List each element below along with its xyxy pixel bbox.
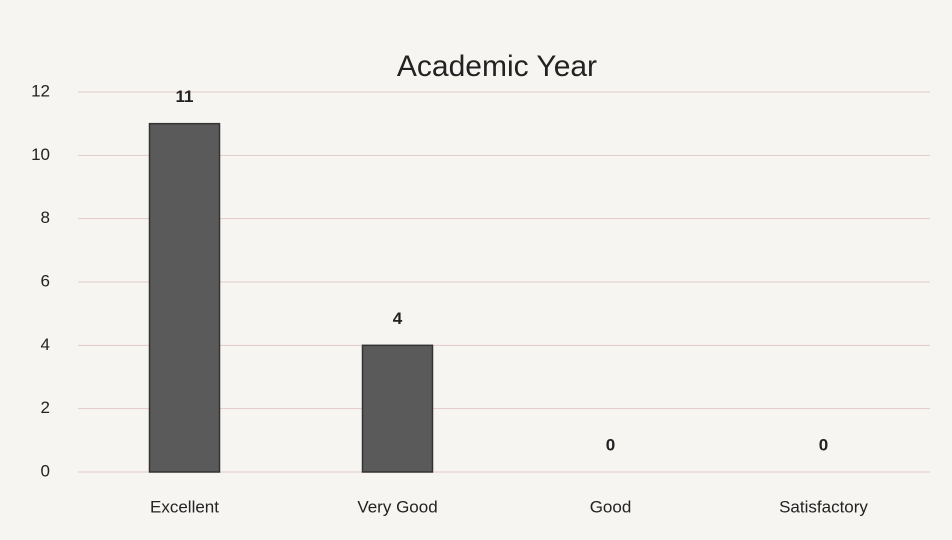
data-label: 11 [176,87,194,106]
y-tick-label: 0 [41,461,50,480]
y-tick-label: 10 [31,145,50,164]
x-tick-label: Very Good [357,497,437,516]
bar [361,344,434,473]
bar [148,122,221,473]
y-tick-label: 6 [41,271,50,290]
y-tick-label: 8 [41,208,50,227]
x-tick-label: Excellent [150,497,219,516]
y-tick-label: 4 [41,335,50,354]
chart-title: Academic Year [397,50,597,83]
data-label: 0 [606,435,615,454]
data-label: 4 [393,309,403,328]
x-tick-label: Good [590,497,632,516]
data-label: 0 [819,435,828,454]
y-tick-label: 2 [41,398,50,417]
x-tick-label: Satisfactory [779,497,868,516]
y-tick-label: 12 [31,81,50,100]
